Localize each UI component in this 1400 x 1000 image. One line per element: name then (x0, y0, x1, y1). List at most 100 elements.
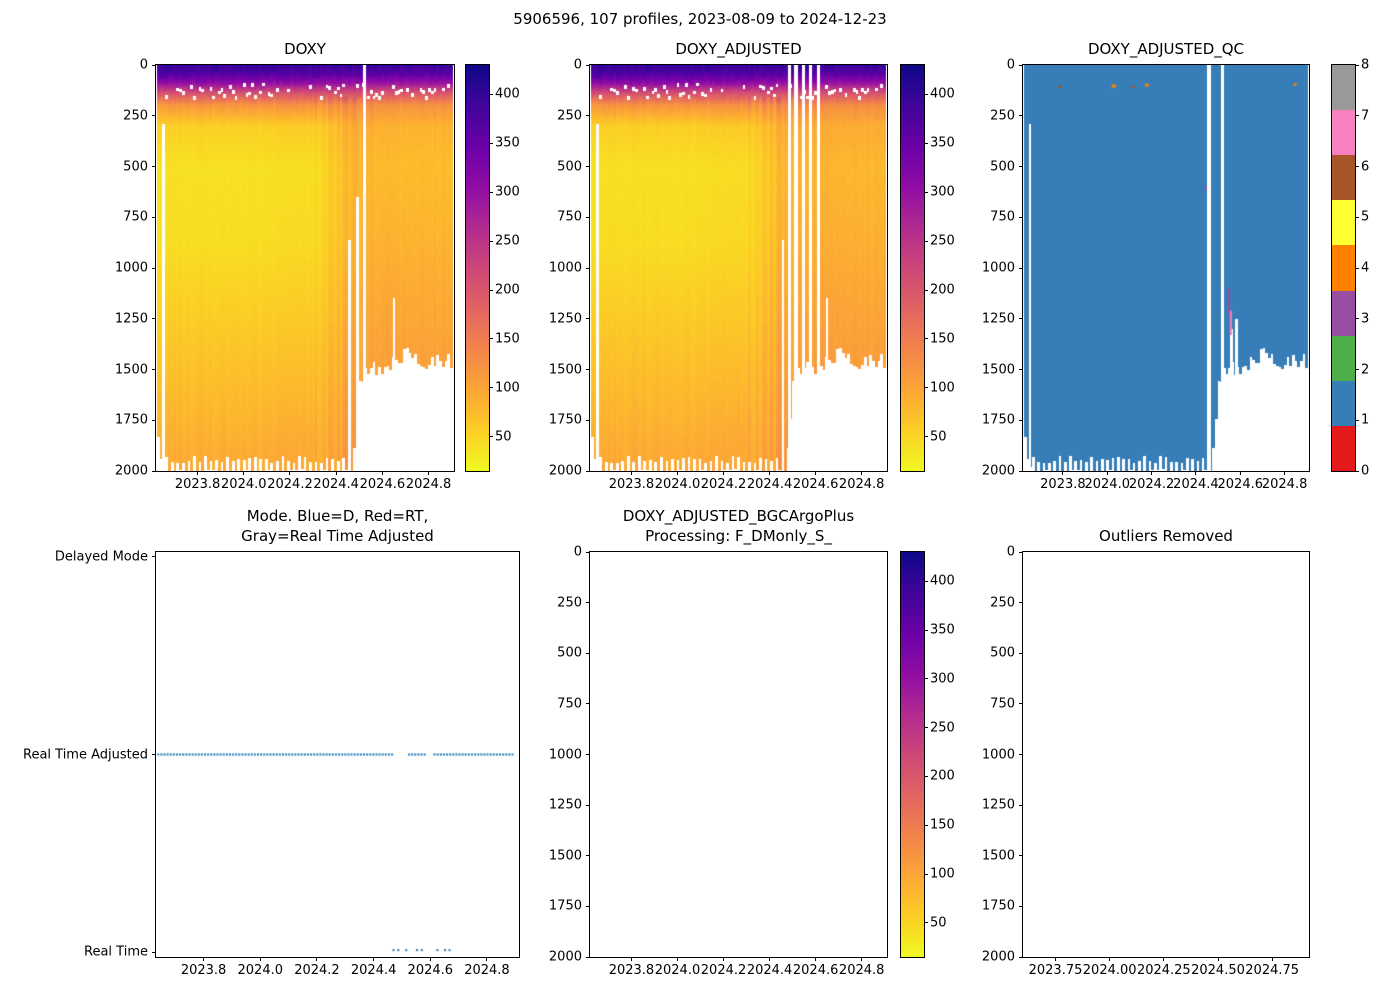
x-tick-mark (815, 957, 817, 961)
y-tick-label: 1000 (548, 747, 582, 762)
x-tick-mark (486, 957, 488, 961)
y-tick-label: 250 (123, 108, 148, 124)
x-tick-label: 2024.2 (700, 963, 747, 978)
qc-color-segment (1332, 425, 1355, 471)
colorbar-tick-label: 300 (930, 671, 955, 687)
colorbar-tick-mark (489, 191, 493, 193)
x-tick-label: 2024.8 (838, 477, 885, 492)
y-tick-label: 250 (557, 108, 582, 124)
y-tick-label: 500 (990, 159, 1015, 174)
y-tick-mark (152, 754, 156, 755)
x-tick-label: 2024.8 (405, 477, 452, 492)
colorbar-tick-label: 150 (930, 331, 955, 347)
y-tick-mark (586, 470, 590, 472)
y-tick-mark (1019, 470, 1023, 472)
y-tick-label: 2000 (114, 463, 148, 479)
colorbar-tick-label: 250 (930, 720, 955, 736)
y-category-label: Real Time (84, 944, 148, 960)
colorbar-tick-mark (924, 436, 928, 438)
subplot-doxy-adjusted: DOXY_ADJUSTED 2023.8 2024.0 2024.2 2024.4 20… (549, 40, 888, 492)
y-tick-label: 0 (1006, 57, 1015, 73)
y-tick-label: 2000 (981, 949, 1015, 965)
colorbar-tick-label: 4 (1361, 260, 1370, 276)
colorbar-tick-mark (924, 387, 928, 389)
y-tick-mark (586, 115, 590, 117)
x-tick-mark (769, 957, 771, 961)
y-tick-label: 2000 (548, 463, 582, 479)
x-tick-mark (428, 471, 430, 475)
y-tick-label: 500 (123, 159, 148, 174)
colorbar-tick-mark (1355, 318, 1359, 320)
colorbar-tick-label: 350 (930, 622, 955, 638)
y-tick-label: 250 (557, 595, 582, 611)
colorbar-tick-mark (924, 629, 928, 631)
colorbar-tick-label: 250 (930, 233, 955, 249)
y-tick-label: 1500 (114, 362, 148, 377)
colorbar-tick-mark (924, 580, 928, 582)
x-tick-mark (381, 471, 383, 475)
x-tick-mark (1062, 471, 1064, 475)
doxy-adjusted-qc-heatmap-canvas (1023, 65, 1309, 471)
x-tick-label: 2024.6 (1217, 477, 1264, 492)
colorbar-tick-label: 400 (930, 86, 955, 102)
x-tick-mark (861, 957, 863, 961)
y-tick-mark (586, 369, 590, 370)
x-tick-mark (723, 957, 725, 961)
x-tick-mark (203, 957, 205, 961)
doxy-colorbar: 50 100 150 200 250 300 350 400 (465, 64, 520, 472)
y-tick-mark (586, 905, 590, 907)
qc-color-segment (1332, 65, 1355, 111)
colorbar-tick-mark (924, 240, 928, 242)
y-tick-label: 250 (990, 108, 1015, 124)
colorbar-tick-label: 100 (930, 380, 955, 396)
y-tick-mark (152, 267, 156, 269)
y-tick-label: 1500 (981, 362, 1015, 377)
x-tick-label: 2024.0 (654, 963, 701, 978)
x-tick-mark (1109, 957, 1111, 961)
y-tick-mark (586, 419, 590, 421)
qc-colorbar: 0 1 2 3 4 5 6 7 8 (1331, 58, 1369, 479)
doxy-heatmap-canvas (156, 65, 454, 471)
subplot-doxy: DOXY 2023.8 2024.0 2024.2 2024.4 2024.6 2024.… (115, 40, 455, 492)
colorbar-tick-label: 300 (495, 184, 520, 200)
x-tick-mark (259, 957, 261, 961)
y-tick-mark (152, 556, 156, 558)
y-tick-mark (152, 369, 156, 370)
qc-colorbar-segments (1332, 65, 1355, 471)
colorbar-tick-label: 400 (495, 86, 520, 102)
y-tick-label: 500 (990, 645, 1015, 661)
y-tick-mark (1019, 267, 1023, 269)
y-tick-mark (152, 166, 156, 167)
x-tick-label: 2024.2 (294, 963, 340, 978)
x-tick-label: 2024.6 (359, 477, 406, 492)
colorbar-tick-mark (924, 93, 928, 95)
x-tick-label: 2023.8 (174, 477, 221, 492)
x-tick-mark (630, 471, 632, 475)
x-tick-label: 2024.0 (221, 477, 267, 492)
x-tick-label: 2024.00 (1082, 963, 1137, 978)
y-tick-label: 0 (573, 57, 582, 73)
mode-scatter-canvas (156, 552, 519, 957)
colorbar-tick-mark (1355, 64, 1359, 66)
y-tick-label: 750 (990, 209, 1015, 225)
x-tick-label: 2024.8 (1261, 477, 1308, 492)
colorbar-tick-mark (489, 93, 493, 95)
y-tick-label: 1500 (548, 848, 582, 864)
y-tick-label: 2000 (548, 949, 582, 965)
subplot-outliers-removed-title: Outliers Removed (1099, 526, 1233, 545)
y-tick-label: 0 (1006, 544, 1015, 560)
colorbar-tick-label: 50 (930, 429, 947, 445)
y-tick-mark (152, 470, 156, 472)
y-category-label: Real Time Adjusted (23, 747, 148, 762)
colorbar-tick-label: 6 (1361, 159, 1370, 174)
y-tick-mark (1019, 551, 1023, 553)
y-tick-label: 500 (557, 159, 582, 174)
x-tick-mark (1284, 471, 1286, 475)
x-tick-mark (197, 471, 199, 475)
y-tick-label: 500 (557, 645, 582, 661)
subplot-doxy-adjusted-qc-title: DOXY_ADJUSTED_QC (1087, 39, 1245, 58)
y-tick-label: 1500 (548, 362, 582, 377)
y-tick-mark (1019, 115, 1023, 117)
y-tick-mark (586, 602, 590, 604)
